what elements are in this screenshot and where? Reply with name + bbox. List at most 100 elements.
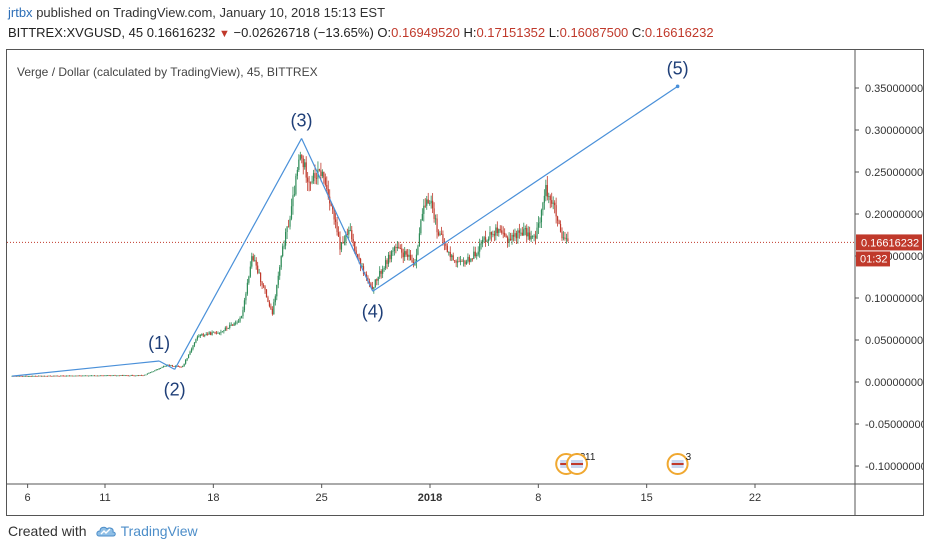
candle-body	[118, 375, 121, 377]
event-count: 11	[585, 452, 596, 463]
candle-body	[534, 235, 537, 239]
candle-body	[112, 375, 115, 377]
candle-body	[83, 375, 85, 377]
created-with-label: Created with	[8, 523, 87, 539]
candle-body	[146, 373, 149, 375]
candle-body	[45, 375, 47, 377]
candle-body	[549, 196, 551, 201]
candle-body	[509, 238, 512, 241]
candle-body	[26, 375, 28, 377]
candle-body	[505, 235, 507, 238]
candle-body	[111, 375, 113, 377]
candle-body	[318, 169, 321, 171]
price-chart[interactable]: 0.35000000 0.30000000 0.25000000 0.20000000…	[7, 50, 927, 515]
candle-body	[268, 301, 271, 307]
candle-body	[221, 331, 223, 333]
candle-body	[307, 177, 309, 182]
candle-body	[521, 232, 523, 236]
candle-body	[529, 232, 531, 240]
candle-body	[554, 202, 556, 206]
candle-body	[192, 345, 194, 350]
candle-body	[552, 202, 554, 204]
publish-info: jrtbx published on TradingView.com, Janu…	[8, 5, 385, 20]
candle-body	[483, 237, 485, 240]
footer: Created with TradingView	[8, 518, 308, 544]
high-label: H:	[463, 25, 477, 40]
close-label: C:	[631, 25, 645, 40]
candle-body	[359, 258, 362, 268]
candle-body	[148, 372, 150, 374]
candle-body	[261, 281, 263, 286]
candle-body	[245, 293, 247, 301]
candle-body	[390, 251, 393, 260]
candle-body	[46, 375, 49, 377]
candle-body	[540, 210, 543, 223]
candle-body	[354, 241, 356, 251]
candle-body	[373, 287, 375, 290]
candle-body	[68, 375, 71, 377]
candle-body	[315, 177, 318, 179]
candle-body	[448, 251, 450, 253]
candle-body	[559, 223, 562, 232]
candle-body	[227, 327, 229, 329]
candle-body	[264, 286, 266, 290]
candle-body	[77, 375, 79, 377]
brand-label: TradingView	[120, 523, 198, 539]
wave-line	[158, 360, 175, 370]
candle-body	[567, 238, 569, 242]
candle-body	[504, 232, 506, 236]
candle-body	[409, 254, 412, 261]
candle-body	[185, 360, 187, 364]
candle-body	[202, 334, 204, 336]
candle-body	[255, 260, 257, 266]
candle-body	[439, 233, 441, 236]
candle-body	[429, 203, 431, 204]
candle-body	[493, 234, 495, 236]
candle-body	[462, 260, 465, 262]
tradingview-brand[interactable]: TradingView	[95, 523, 198, 539]
candle-body	[173, 366, 175, 367]
candle-body	[95, 375, 97, 377]
candle-body	[18, 375, 21, 377]
candle-body	[195, 339, 197, 343]
candle-body	[87, 375, 90, 377]
candle-body	[396, 246, 398, 249]
flag-stripe	[571, 463, 584, 465]
candle-body	[392, 250, 394, 252]
close-value: 0.16616232	[644, 25, 714, 40]
candle-body	[49, 375, 51, 377]
published-text: published on TradingView.com, January 10…	[36, 5, 386, 20]
y-tick-label: 0.05000000	[865, 335, 923, 347]
candle-body	[80, 375, 82, 377]
candle-body	[290, 206, 293, 219]
candle-body	[236, 322, 238, 324]
open-label: O:	[377, 25, 392, 40]
candle-body	[427, 199, 429, 204]
candle-body	[67, 375, 69, 377]
candle-body	[76, 375, 78, 377]
author-link[interactable]: jrtbx	[8, 5, 33, 20]
candle-body	[298, 159, 300, 170]
candle-body	[334, 219, 337, 223]
candle-body	[405, 251, 407, 255]
candle-body	[507, 237, 509, 243]
countdown-label: 01:32	[860, 253, 888, 265]
y-tick-label: -0.05000000	[865, 419, 923, 431]
candle-body	[96, 375, 99, 377]
candle-body	[260, 272, 262, 282]
candle-body	[524, 228, 526, 230]
candle-body	[258, 272, 260, 274]
candle-body	[484, 237, 487, 242]
candle-body	[226, 327, 228, 329]
candle-body	[349, 230, 351, 231]
candle-body	[33, 375, 35, 377]
candle-body	[55, 375, 57, 377]
candle-body	[486, 240, 488, 242]
x-tick-label: 11	[99, 492, 110, 504]
candle-body	[151, 371, 153, 373]
candle-body	[310, 182, 312, 184]
candle-body	[170, 365, 172, 366]
candle-body	[477, 251, 479, 255]
candle-body	[449, 251, 451, 258]
countdown-box	[856, 251, 890, 267]
